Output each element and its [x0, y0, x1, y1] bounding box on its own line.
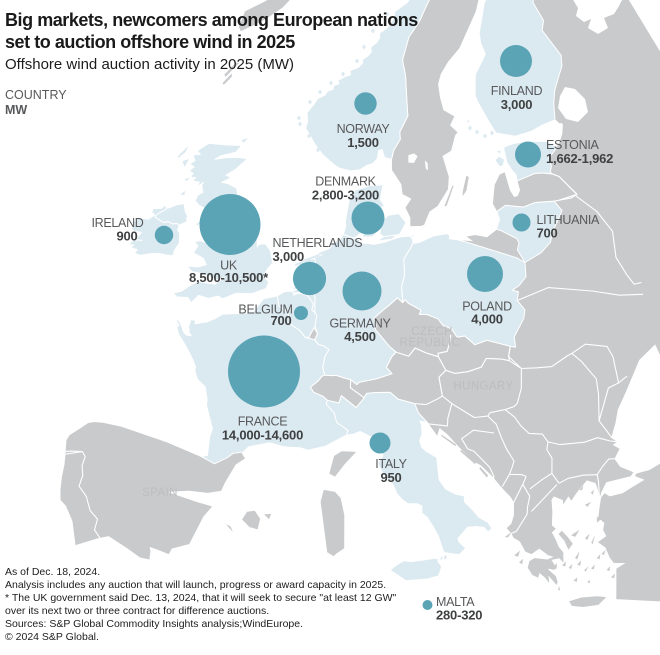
svg-text:GERMANY: GERMANY: [329, 317, 391, 331]
svg-text:REPUBLIC: REPUBLIC: [400, 337, 461, 349]
svg-text:4,500: 4,500: [344, 329, 376, 344]
svg-text:ESTONIA: ESTONIA: [546, 138, 600, 152]
svg-text:2,800-3,200: 2,800-3,200: [312, 188, 379, 203]
svg-text:CZECH: CZECH: [411, 326, 453, 338]
svg-text:900: 900: [116, 229, 137, 244]
svg-text:1,500: 1,500: [347, 135, 379, 150]
svg-text:BELGIUM: BELGIUM: [238, 303, 292, 317]
svg-text:700: 700: [270, 313, 291, 328]
svg-text:HUNGARY: HUNGARY: [453, 381, 513, 393]
svg-text:FINLAND: FINLAND: [491, 84, 543, 98]
svg-text:3,000: 3,000: [273, 249, 305, 264]
svg-text:1,662-1,962: 1,662-1,962: [546, 151, 613, 166]
svg-text:8,500-10,500*: 8,500-10,500*: [189, 270, 269, 285]
svg-text:UK: UK: [220, 259, 238, 273]
svg-text:14,000-14,600: 14,000-14,600: [222, 428, 303, 443]
svg-text:SPAIN: SPAIN: [142, 487, 178, 499]
svg-text:LITHUANIA: LITHUANIA: [537, 213, 601, 227]
svg-text:ITALY: ITALY: [375, 457, 407, 471]
svg-text:IRELAND: IRELAND: [91, 216, 143, 230]
svg-text:NETHERLANDS: NETHERLANDS: [273, 236, 363, 250]
svg-text:DENMARK: DENMARK: [315, 175, 376, 189]
svg-text:FRANCE: FRANCE: [238, 415, 288, 429]
svg-text:280-320: 280-320: [436, 608, 482, 623]
svg-text:MALTA: MALTA: [436, 595, 475, 609]
svg-text:NORWAY: NORWAY: [337, 122, 391, 136]
svg-text:3,000: 3,000: [501, 97, 533, 112]
svg-text:4,000: 4,000: [471, 312, 503, 327]
svg-text:950: 950: [380, 470, 401, 485]
svg-text:POLAND: POLAND: [462, 300, 512, 314]
svg-text:700: 700: [537, 226, 558, 241]
